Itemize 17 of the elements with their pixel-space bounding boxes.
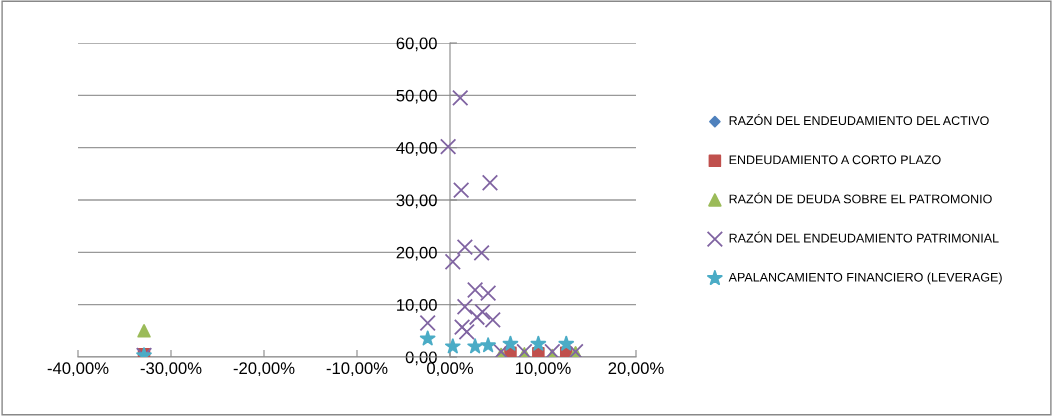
y-tick-label: 60,00 <box>396 37 437 52</box>
legend-label: RAZÓN DE DEUDA SOBRE EL PATROMONIO <box>729 192 992 204</box>
y-tick-label: 10,00 <box>397 299 437 313</box>
y-tick-label: 30,00 <box>396 194 437 209</box>
y-tick-label: 50,00 <box>396 89 437 104</box>
legend-label: RAZÓN DEL ENDEUDAMIENTO PATRIMONIAL <box>729 231 999 243</box>
legend-label: ENDEUDAMIENTO A CORTO PLAZO <box>729 155 941 165</box>
x-tick-label: -20,00% <box>233 362 295 377</box>
x-tick-label: -30,00% <box>140 362 202 377</box>
y-tick-label: 20,00 <box>396 246 437 261</box>
x-tick-label: -40,00% <box>47 362 109 377</box>
x-tick-label: -10,00% <box>326 362 388 377</box>
legend-label: APALANCAMIENTO FINANCIERO (LEVERAGE) <box>728 272 1002 285</box>
y-tick-label: 40,00 <box>396 142 437 156</box>
x-tick-label: 10,00% <box>516 362 571 377</box>
legend-label: RAZÓN DEL ENDEUDAMIENTO DEL ACTIVO <box>729 114 989 126</box>
x-tick-label: 20,00% <box>608 362 664 377</box>
